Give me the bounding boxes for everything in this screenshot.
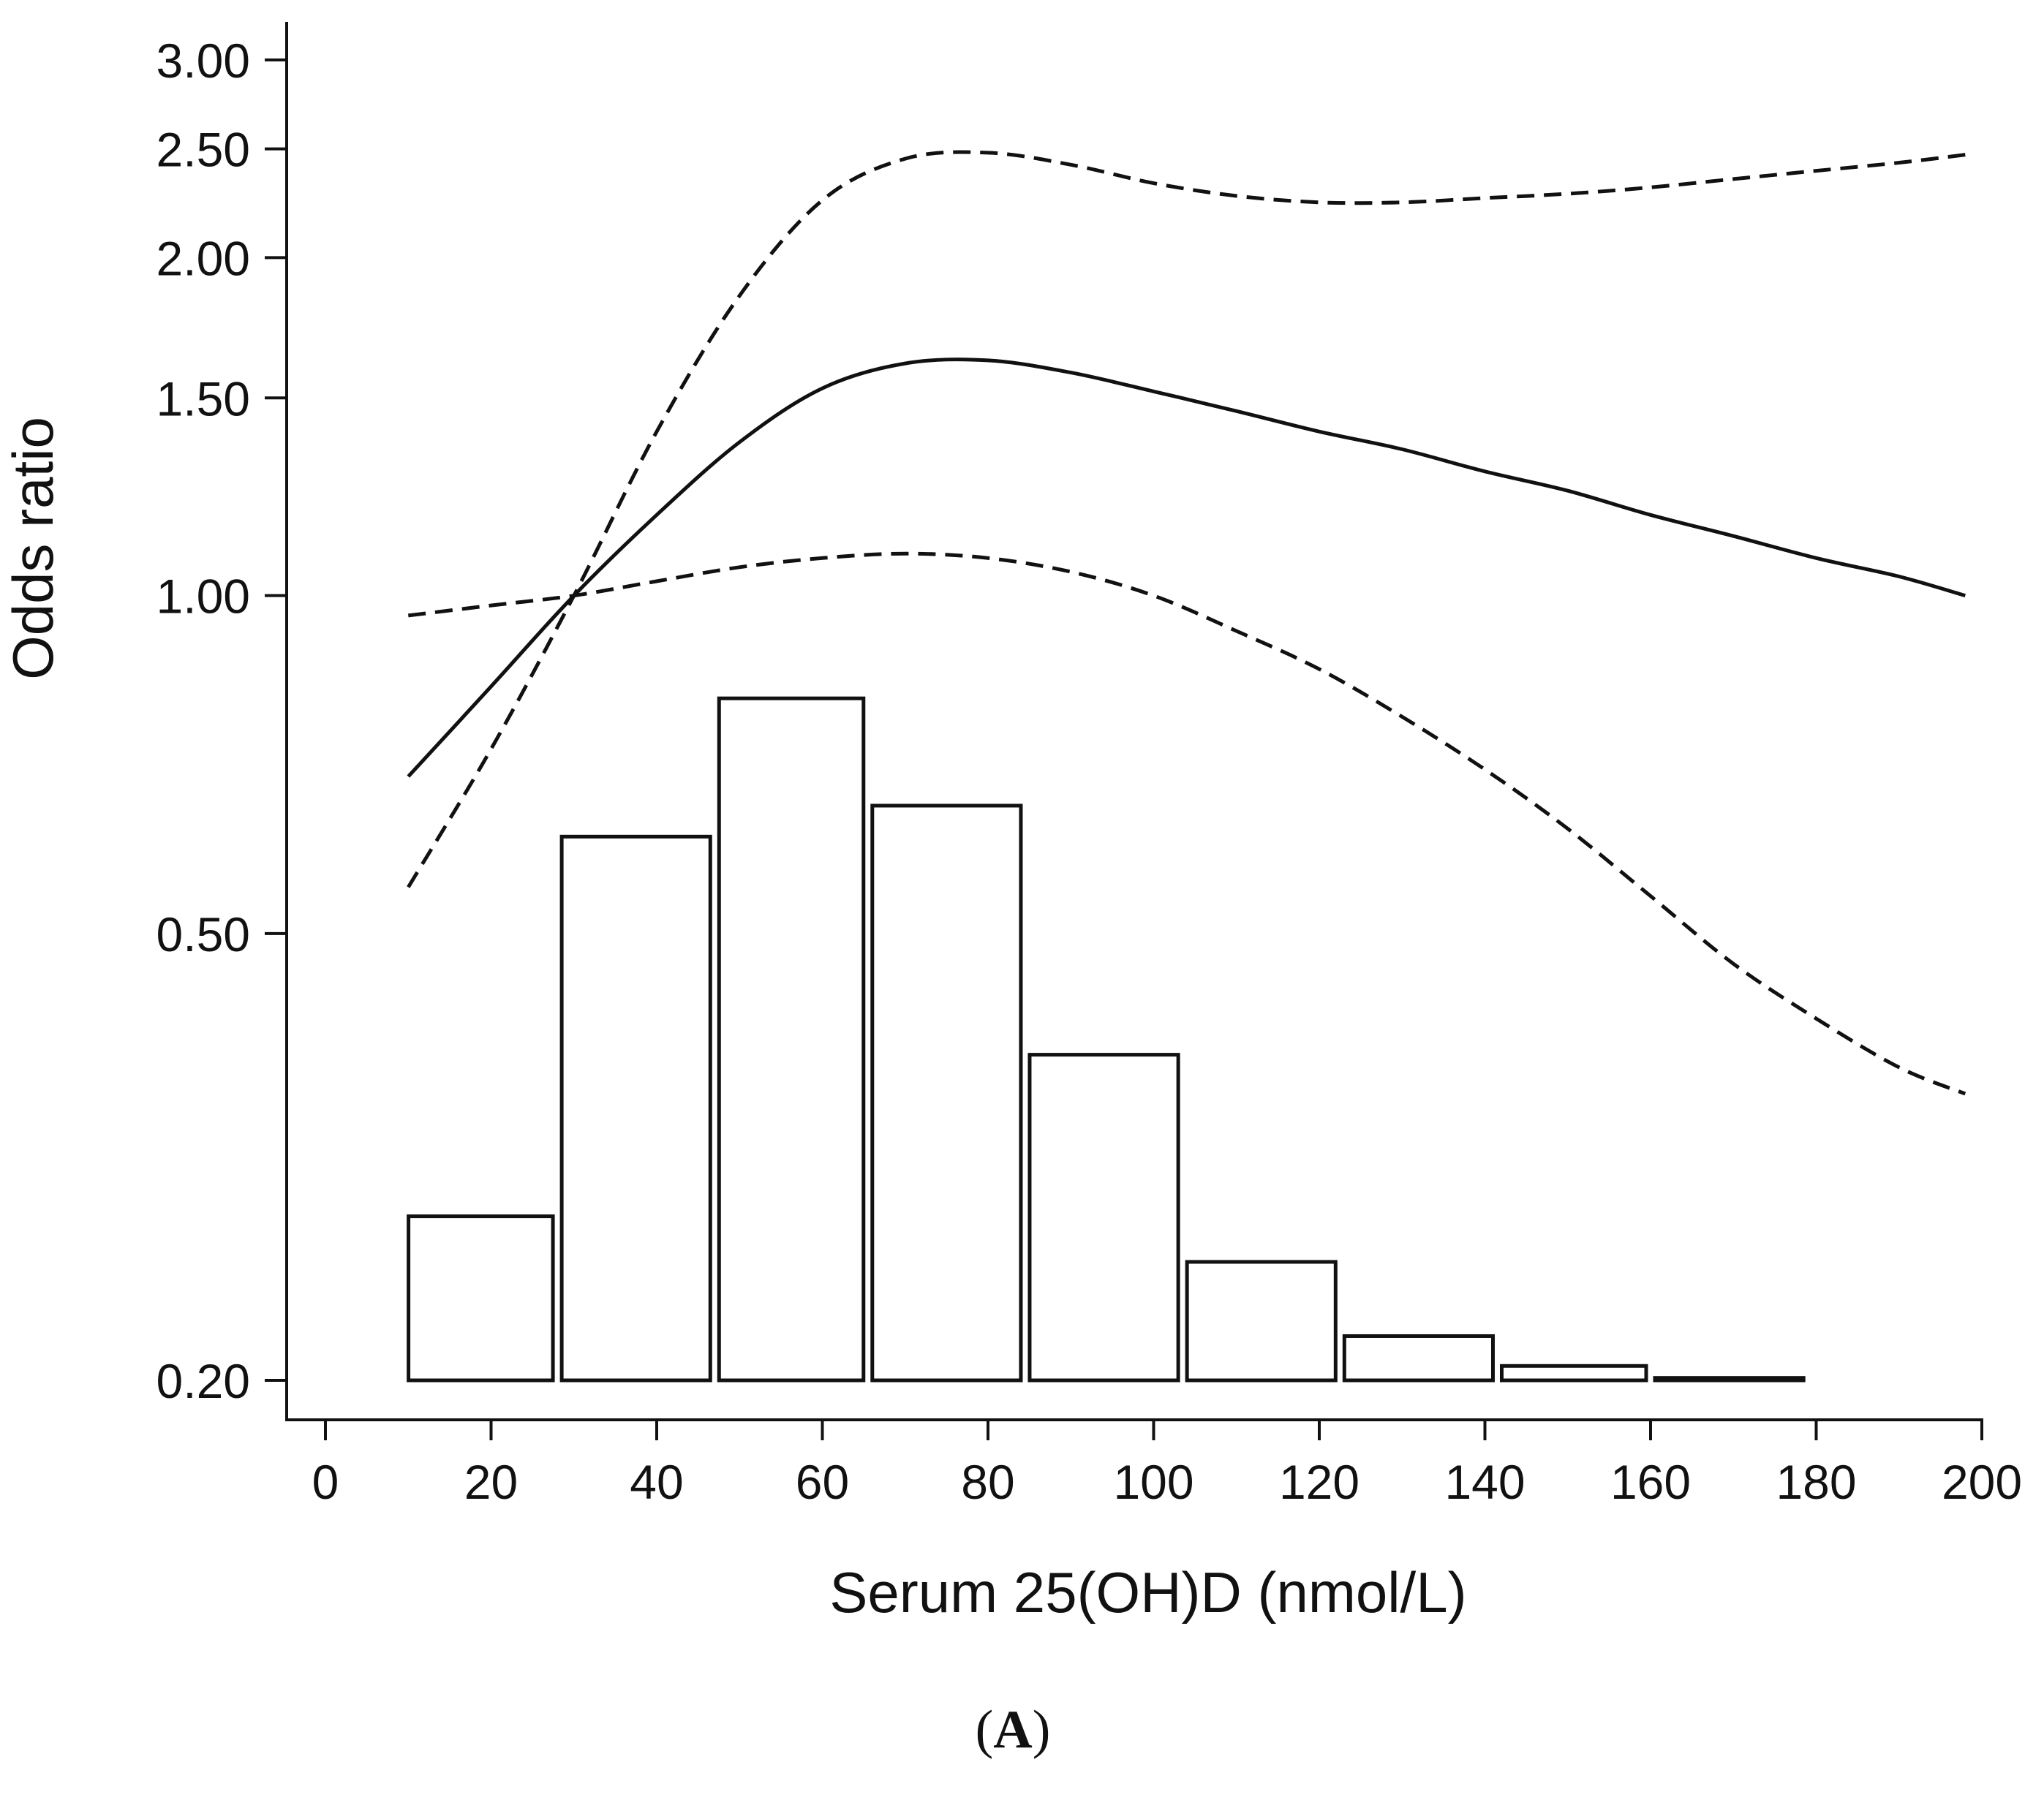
series-line-upper-95-ci: [407, 150, 1966, 888]
x-tick-label-160: 160: [1610, 1455, 1691, 1509]
y-tick-label-0-20: 0.20: [156, 1354, 250, 1408]
y-tick-label-1-50: 1.50: [156, 371, 250, 426]
x-tick-label-60: 60: [796, 1455, 849, 1509]
histogram-bar-9: [1653, 1376, 1806, 1383]
x-ticks: 0 20 40 60 80 100 120 140 160 180 200: [312, 1420, 2022, 1509]
histogram-bar-8: [1499, 1364, 1648, 1383]
panel-label-open: (: [976, 1700, 994, 1760]
histogram-bar-3: [717, 696, 866, 1383]
x-tick-label-80: 80: [961, 1455, 1014, 1509]
axes: [285, 22, 1983, 1421]
series-line-odds-ratio: [407, 358, 1966, 778]
y-ticks: 0.20 0.50 1.00 1.50 2.00 2.50 3.00: [156, 34, 287, 1408]
histogram-bar-7: [1342, 1334, 1495, 1383]
x-tick-label-100: 100: [1113, 1455, 1193, 1509]
histogram-bar-1: [407, 1214, 555, 1383]
panel-label-letter: A: [993, 1700, 1032, 1760]
histogram-bar-5: [1027, 1053, 1180, 1383]
x-tick-label-0: 0: [312, 1455, 339, 1509]
x-tick-label-20: 20: [464, 1455, 518, 1509]
x-tick-label-140: 140: [1444, 1455, 1525, 1509]
y-tick-label-0-50: 0.50: [156, 907, 250, 961]
x-tick-label-120: 120: [1279, 1455, 1359, 1509]
x-tick-label-180: 180: [1776, 1455, 1856, 1509]
panel-label: (A): [976, 1700, 1051, 1760]
series-lines: [407, 150, 1966, 1096]
x-tick-label-200: 200: [1942, 1455, 2022, 1509]
x-tick-label-40: 40: [630, 1455, 683, 1509]
panel-label-close: ): [1033, 1700, 1051, 1760]
histogram-bar-6: [1185, 1260, 1338, 1383]
y-tick-label-1-00: 1.00: [156, 570, 250, 624]
y-tick-label-2-50: 2.50: [156, 123, 250, 177]
histogram-bar-4: [870, 803, 1023, 1383]
x-axis-title: Serum 25(OH)D (nmol/L): [829, 1560, 1466, 1625]
y-tick-label-3-00: 3.00: [156, 34, 250, 88]
histogram-bar-2: [559, 834, 712, 1383]
histogram: [407, 696, 1806, 1383]
y-tick-label-2-00: 2.00: [156, 231, 250, 285]
y-axis-title: Odds ratio: [1, 417, 65, 680]
series-line-lower-95-ci: [407, 551, 1966, 1096]
